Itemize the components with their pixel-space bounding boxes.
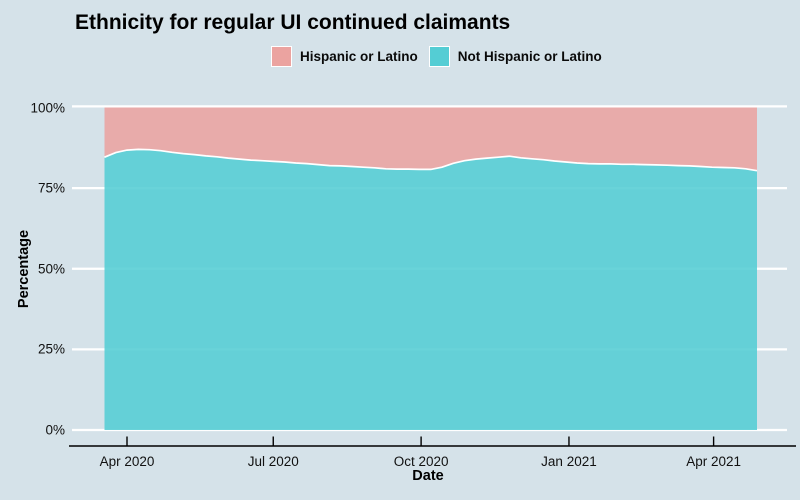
- y-tick-label: 100%: [30, 100, 65, 115]
- x-axis-title: Date: [412, 468, 444, 484]
- legend-swatch-not-hispanic: [428, 46, 450, 67]
- area-not-hispanic: [104, 149, 757, 430]
- y-tick-label: 25%: [37, 341, 65, 357]
- chart-title: Ethnicity for regular UI continued claim…: [75, 11, 511, 34]
- legend-item-hispanic: Hispanic or Latino: [271, 46, 418, 67]
- legend-item-not-hispanic: Not Hispanic or Latino: [428, 46, 602, 67]
- legend: Hispanic or Latino Not Hispanic or Latin…: [271, 46, 602, 67]
- legend-swatch-hispanic: [271, 46, 292, 67]
- y-tick-label: 0%: [45, 422, 65, 438]
- x-tick-label: Jan 2021: [541, 454, 597, 469]
- x-tick-label: Apr 2020: [99, 454, 155, 469]
- series-boundary-line: [104, 148, 758, 172]
- area-hispanic: [104, 107, 757, 171]
- y-tick-label: 75%: [37, 180, 65, 196]
- legend-label-not-hispanic: Not Hispanic or Latino: [457, 49, 602, 64]
- x-tick-label: Apr 2021: [686, 454, 741, 469]
- y-tick-label: 50%: [37, 261, 65, 277]
- legend-label-hispanic: Hispanic or Latino: [300, 49, 418, 64]
- x-tick-label: Jul 2020: [247, 454, 299, 469]
- x-tick-label: Oct 2020: [393, 454, 449, 469]
